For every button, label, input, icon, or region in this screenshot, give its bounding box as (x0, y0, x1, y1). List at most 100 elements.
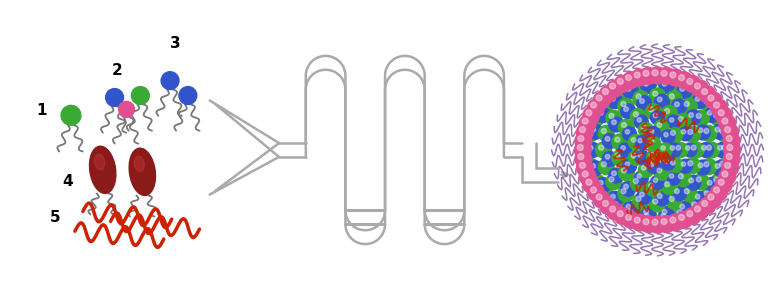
Circle shape (629, 151, 644, 165)
Circle shape (598, 159, 614, 175)
Circle shape (623, 201, 638, 216)
Circle shape (619, 119, 634, 135)
Circle shape (701, 188, 718, 204)
Circle shape (634, 115, 648, 129)
Circle shape (679, 214, 685, 220)
Circle shape (670, 217, 676, 223)
Circle shape (705, 92, 722, 109)
Circle shape (640, 192, 644, 197)
Circle shape (626, 130, 629, 134)
Circle shape (612, 120, 616, 124)
Circle shape (640, 216, 657, 232)
Circle shape (602, 88, 608, 94)
Circle shape (625, 77, 641, 94)
Circle shape (686, 175, 700, 190)
Circle shape (708, 194, 714, 200)
Circle shape (698, 163, 703, 168)
Circle shape (612, 134, 628, 150)
Circle shape (580, 127, 586, 133)
Circle shape (161, 72, 179, 90)
Circle shape (646, 180, 661, 196)
Circle shape (714, 142, 729, 158)
Circle shape (617, 78, 623, 84)
Circle shape (681, 130, 686, 134)
Circle shape (689, 199, 705, 215)
Circle shape (653, 113, 658, 118)
Circle shape (612, 171, 616, 176)
Circle shape (644, 209, 648, 214)
Circle shape (647, 127, 661, 140)
Circle shape (716, 125, 733, 142)
Circle shape (714, 102, 719, 108)
Circle shape (626, 204, 631, 209)
Circle shape (650, 129, 654, 134)
Circle shape (679, 75, 685, 81)
Circle shape (607, 80, 623, 97)
Circle shape (714, 112, 719, 118)
Circle shape (667, 69, 684, 86)
Circle shape (685, 158, 700, 174)
Circle shape (590, 102, 597, 108)
Circle shape (685, 126, 700, 142)
Circle shape (636, 94, 641, 99)
Circle shape (591, 112, 596, 118)
Circle shape (633, 194, 649, 209)
Circle shape (659, 207, 674, 221)
Circle shape (669, 118, 674, 122)
Circle shape (694, 206, 700, 212)
Text: 5: 5 (50, 210, 60, 225)
Circle shape (625, 206, 641, 223)
Circle shape (179, 87, 197, 104)
Circle shape (675, 212, 693, 228)
Circle shape (657, 168, 661, 173)
Text: 2: 2 (112, 63, 123, 78)
Circle shape (580, 162, 586, 168)
Circle shape (596, 142, 612, 158)
Circle shape (640, 68, 657, 84)
Circle shape (675, 72, 693, 88)
Circle shape (666, 194, 682, 209)
Circle shape (725, 162, 731, 168)
Circle shape (711, 99, 728, 116)
Circle shape (711, 184, 728, 201)
Circle shape (704, 142, 719, 158)
Circle shape (661, 214, 666, 219)
Circle shape (633, 91, 649, 106)
Circle shape (598, 110, 603, 115)
Circle shape (638, 138, 643, 143)
Circle shape (692, 88, 697, 93)
Circle shape (631, 69, 648, 86)
Circle shape (676, 146, 681, 150)
Circle shape (610, 199, 626, 215)
Circle shape (668, 158, 682, 172)
Circle shape (658, 216, 675, 232)
Circle shape (606, 174, 622, 190)
Circle shape (596, 95, 602, 101)
Circle shape (626, 75, 632, 81)
Circle shape (722, 145, 727, 150)
Circle shape (688, 161, 693, 166)
Circle shape (615, 75, 631, 92)
Circle shape (692, 202, 697, 207)
Circle shape (654, 165, 669, 180)
Circle shape (608, 191, 622, 206)
Circle shape (631, 153, 636, 158)
Circle shape (693, 174, 709, 190)
Circle shape (705, 191, 722, 208)
Circle shape (626, 162, 629, 166)
Circle shape (615, 208, 631, 225)
Circle shape (639, 123, 654, 137)
Circle shape (601, 128, 606, 134)
Circle shape (722, 160, 739, 176)
Circle shape (667, 214, 684, 231)
Circle shape (661, 219, 667, 225)
Circle shape (698, 128, 703, 133)
Circle shape (715, 107, 732, 124)
Circle shape (704, 178, 719, 192)
Circle shape (681, 186, 697, 202)
Circle shape (591, 177, 596, 182)
Circle shape (675, 189, 679, 194)
Circle shape (586, 179, 592, 185)
Ellipse shape (90, 146, 116, 194)
Circle shape (673, 142, 688, 158)
